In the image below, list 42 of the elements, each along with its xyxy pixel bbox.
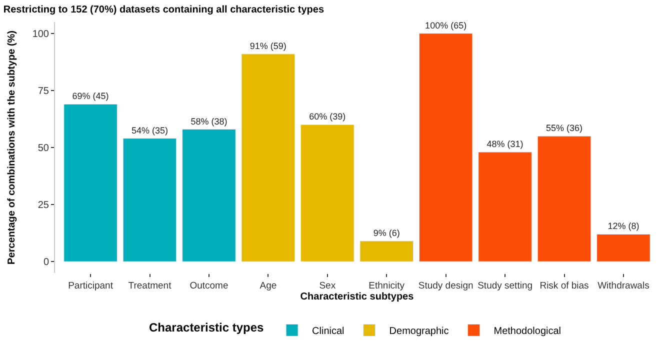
data-label: 55% (36) (546, 123, 583, 134)
bar (478, 152, 532, 262)
bar (241, 54, 296, 262)
legend-label: Methodological (494, 326, 562, 338)
data-label: 58% (38) (190, 116, 228, 126)
data-label: 12% (8) (608, 221, 640, 232)
y-tick-label: 50 (38, 143, 50, 154)
legend-title: Characteristic types (149, 320, 264, 334)
data-label: 48% (31) (486, 139, 524, 150)
y-tick-label: 100 (32, 28, 50, 40)
y-tick-label: 0 (43, 257, 50, 268)
chart-title: Restricting to 152 (70%) datasets containing all characteristic types (3, 4, 324, 16)
x-tick-label: Study design (418, 280, 474, 292)
y-tick-label: 75 (38, 86, 50, 97)
bar (182, 129, 236, 262)
legend-label: Demographic (389, 326, 449, 338)
bar (537, 136, 592, 262)
x-tick-label: Age (260, 280, 277, 292)
y-axis-title: Percentage of combinations with the subtype (%) (6, 30, 18, 264)
data-label: 91% (59) (250, 40, 286, 51)
bar (360, 240, 414, 262)
data-label: 9% (6) (373, 228, 400, 238)
x-tick-label: Withdrawals (598, 280, 650, 292)
bar (596, 234, 650, 262)
bar (122, 138, 177, 262)
bar (418, 33, 473, 262)
legend-label: Clinical (312, 326, 344, 338)
x-tick-label: Study setting (478, 280, 532, 292)
x-tick-label: Sex (319, 280, 336, 292)
bar (64, 104, 118, 262)
x-tick-label: Outcome (190, 280, 228, 292)
data-label: 60% (39) (309, 112, 346, 122)
x-axis-title: Characteristic subtypes (300, 291, 414, 302)
data-label: 69% (45) (72, 91, 109, 102)
data-label: 100% (65) (425, 20, 467, 30)
bar (300, 124, 354, 262)
x-tick-label: Risk of bias (540, 280, 590, 292)
x-tick-label: Ethnicity (368, 280, 405, 292)
data-label: 54% (35) (131, 125, 168, 136)
x-tick-label: Treatment (128, 280, 172, 292)
x-tick-label: Participant (68, 280, 114, 292)
y-tick-label: 25 (38, 200, 50, 212)
